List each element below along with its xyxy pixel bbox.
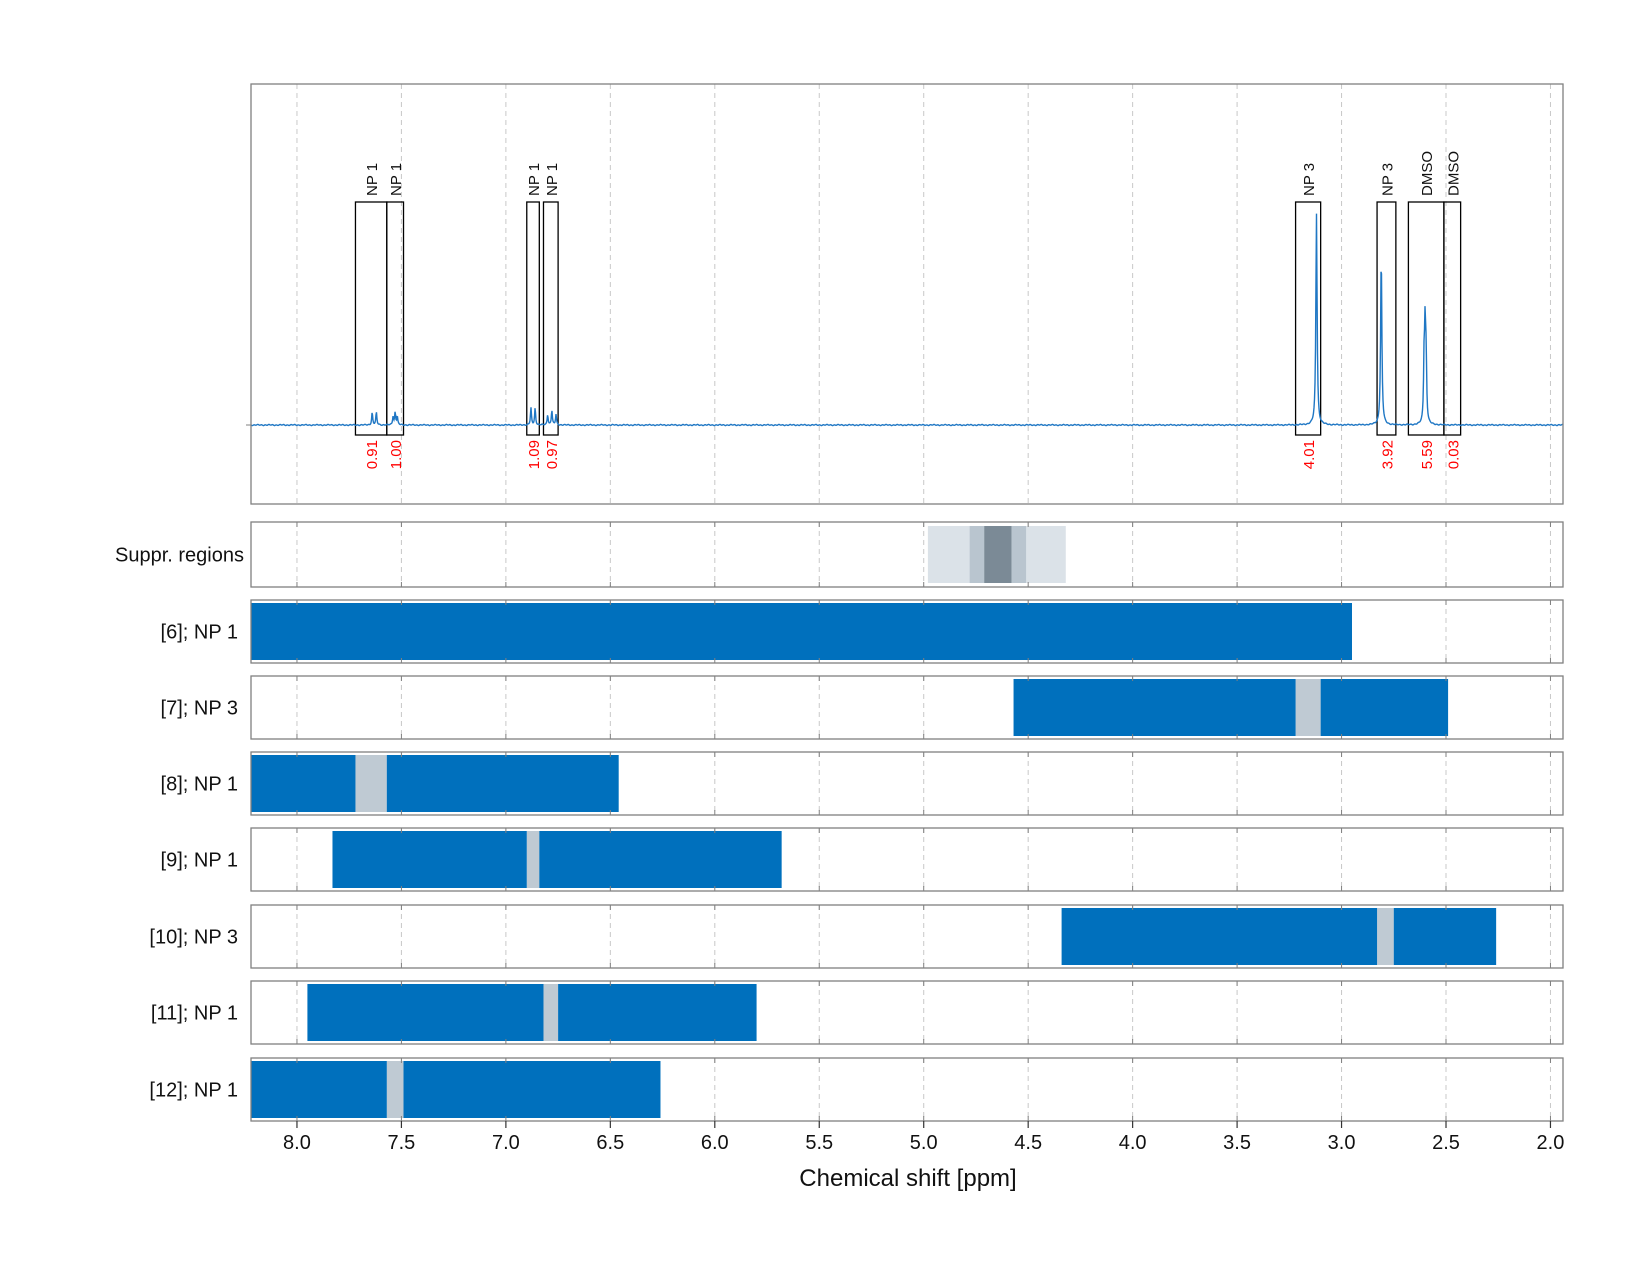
suppression-frame bbox=[250, 521, 1564, 588]
x-tick-label: 5.0 bbox=[910, 1132, 938, 1154]
range-row-frame bbox=[250, 980, 1564, 1045]
x-tick-label: 4.5 bbox=[1014, 1132, 1042, 1154]
range-rows-panel: [6]; NP 1 [7]; NP 3 [8]; NP 1 [9]; NP 1 [10]… bbox=[149, 599, 1564, 1122]
integration-box bbox=[386, 201, 405, 436]
range-bar bbox=[251, 603, 1352, 660]
integration-box bbox=[354, 201, 388, 436]
integration-region-label: DMSO bbox=[1419, 151, 1436, 196]
integral-value: 0.03 bbox=[1445, 440, 1462, 469]
range-row-frame bbox=[250, 751, 1564, 816]
range-row-frame bbox=[250, 1057, 1564, 1122]
spectrum-panel: NP 1 0.91 NP 1 1.00 NP 1 1.09 NP 1 0.97 NP 3 4.01… bbox=[246, 83, 1564, 505]
integration-region-label: NP 3 bbox=[1379, 163, 1396, 196]
range-bar bbox=[251, 755, 356, 812]
spectrum-line bbox=[250, 213, 1564, 427]
integration-region-label: NP 1 bbox=[526, 163, 543, 196]
integration-region-label: DMSO bbox=[1445, 151, 1462, 196]
range-bar bbox=[251, 1061, 387, 1118]
x-axis: 8.0 7.5 7.0 6.5 6.0 5.5 5.0 4.5 4.0 3.5 3.0 2.5 2.0 bbox=[283, 1121, 1564, 1154]
range-row-frame bbox=[250, 904, 1564, 969]
range-gap bbox=[355, 755, 387, 812]
range-bar bbox=[1320, 679, 1449, 736]
range-row-label: [10]; NP 3 bbox=[149, 927, 238, 949]
x-tick-label: 4.0 bbox=[1119, 1132, 1147, 1154]
range-row-frame bbox=[250, 599, 1564, 664]
x-tick-label: 3.0 bbox=[1328, 1132, 1356, 1154]
x-tick-label: 7.5 bbox=[388, 1132, 416, 1154]
range-row-label: [8]; NP 1 bbox=[161, 774, 238, 796]
x-tick-label: 7.0 bbox=[492, 1132, 520, 1154]
range-bar bbox=[1393, 908, 1497, 965]
x-tick-label: 2.0 bbox=[1537, 1132, 1565, 1154]
range-bar bbox=[307, 984, 544, 1041]
range-bar bbox=[332, 831, 527, 888]
x-tick-label: 6.0 bbox=[701, 1132, 729, 1154]
integral-value: 3.92 bbox=[1379, 440, 1396, 469]
integration-box bbox=[1376, 201, 1397, 436]
x-tick-label: 5.5 bbox=[805, 1132, 833, 1154]
integration-region-label: NP 1 bbox=[544, 163, 561, 196]
range-bar bbox=[539, 831, 782, 888]
range-row-label: [7]; NP 3 bbox=[161, 698, 238, 720]
range-row-frame bbox=[250, 675, 1564, 740]
range-row-frame bbox=[250, 827, 1564, 892]
range-row-label: [12]; NP 1 bbox=[149, 1080, 238, 1102]
integration-box bbox=[1294, 201, 1322, 436]
suppression-panel: Suppr. regions bbox=[115, 521, 1564, 588]
range-row-label: [9]; NP 1 bbox=[161, 850, 238, 872]
spectrum-frame bbox=[250, 83, 1564, 505]
range-gap bbox=[1377, 908, 1394, 965]
x-tick-label: 6.5 bbox=[596, 1132, 624, 1154]
integration-box bbox=[542, 201, 559, 436]
range-row-label: [11]; NP 1 bbox=[151, 1003, 238, 1025]
range-gap bbox=[543, 984, 559, 1041]
range-bar bbox=[1061, 908, 1378, 965]
integration-box bbox=[1443, 201, 1462, 436]
integral-value: 1.09 bbox=[526, 440, 543, 469]
range-bar bbox=[558, 984, 757, 1041]
range-gap bbox=[386, 1061, 404, 1118]
range-bar bbox=[403, 1061, 661, 1118]
range-row-label: [6]; NP 1 bbox=[161, 622, 238, 644]
integration-region-label: NP 3 bbox=[1301, 163, 1318, 196]
suppression-row-label: Suppr. regions bbox=[115, 545, 244, 567]
integration-region-label: NP 1 bbox=[364, 163, 381, 196]
range-bar bbox=[386, 755, 619, 812]
integral-value: 5.59 bbox=[1419, 440, 1436, 469]
range-bar bbox=[1013, 679, 1296, 736]
integral-value: 0.97 bbox=[544, 440, 561, 469]
x-axis-label: Chemical shift [ppm] bbox=[799, 1165, 1016, 1192]
range-gap bbox=[526, 831, 540, 888]
integral-value: 0.91 bbox=[364, 440, 381, 469]
integral-value: 4.01 bbox=[1301, 440, 1318, 469]
x-tick-label: 8.0 bbox=[283, 1132, 311, 1154]
integration-box bbox=[526, 201, 540, 436]
x-tick-label: 2.5 bbox=[1432, 1132, 1460, 1154]
integration-region-label: NP 1 bbox=[388, 163, 405, 196]
x-tick-label: 3.5 bbox=[1223, 1132, 1251, 1154]
suppression-band bbox=[984, 526, 1012, 583]
range-gap bbox=[1295, 679, 1321, 736]
integral-value: 1.00 bbox=[388, 440, 405, 469]
